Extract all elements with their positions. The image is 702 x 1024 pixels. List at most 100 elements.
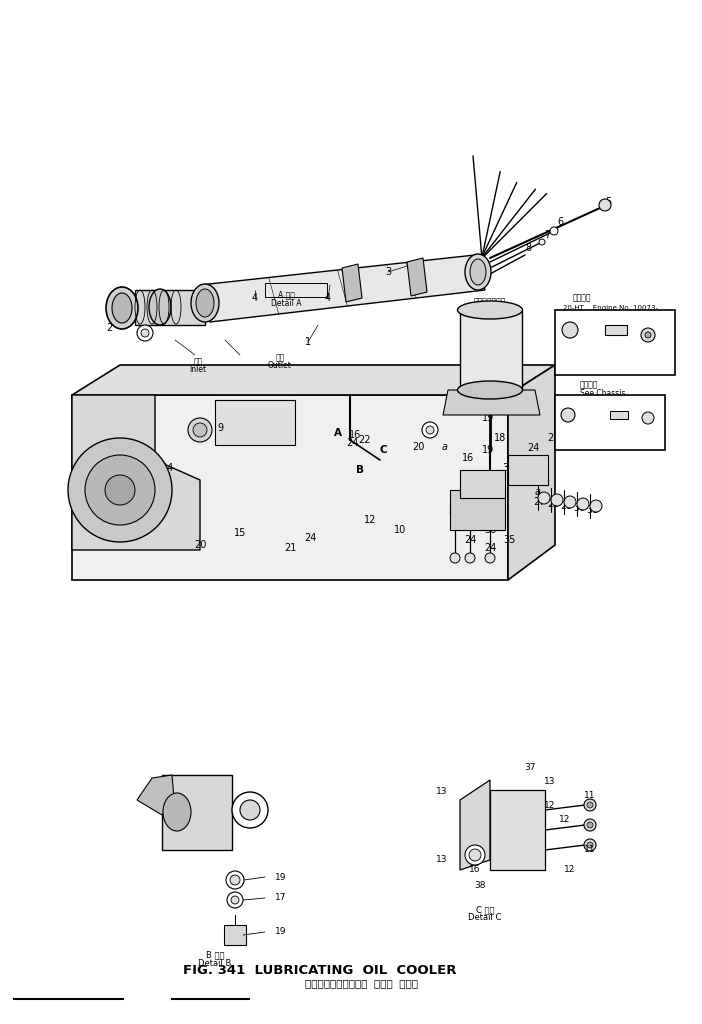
Text: 37: 37 bbox=[524, 764, 536, 772]
Text: Detail B: Detail B bbox=[198, 958, 232, 968]
Bar bbox=[610, 411, 628, 419]
Text: See Chassis: See Chassis bbox=[580, 389, 625, 398]
Circle shape bbox=[551, 494, 563, 506]
Text: 3: 3 bbox=[385, 267, 391, 278]
Text: 24: 24 bbox=[526, 443, 539, 453]
Text: 27: 27 bbox=[534, 497, 546, 507]
Text: 16: 16 bbox=[469, 865, 481, 874]
Polygon shape bbox=[443, 390, 540, 415]
Text: 7: 7 bbox=[544, 230, 550, 240]
Text: 5: 5 bbox=[605, 197, 611, 207]
Text: 車体参照: 車体参照 bbox=[580, 381, 599, 389]
Text: A: A bbox=[334, 428, 342, 438]
Ellipse shape bbox=[458, 381, 522, 399]
Text: 16: 16 bbox=[462, 453, 474, 463]
Text: 13: 13 bbox=[436, 787, 448, 797]
Bar bbox=[508, 455, 548, 485]
Circle shape bbox=[538, 492, 550, 504]
Circle shape bbox=[584, 819, 596, 831]
Text: C 詳細: C 詳細 bbox=[476, 905, 494, 914]
Text: 1: 1 bbox=[305, 337, 311, 347]
Text: FIG. 341  LUBRICATING  OIL  COOLER: FIG. 341 LUBRICATING OIL COOLER bbox=[183, 965, 456, 977]
Circle shape bbox=[564, 496, 576, 508]
Ellipse shape bbox=[191, 284, 219, 322]
Text: 11: 11 bbox=[584, 791, 596, 800]
Text: 32: 32 bbox=[649, 395, 661, 404]
Bar bbox=[215, 400, 295, 445]
Circle shape bbox=[550, 227, 558, 234]
Text: 24: 24 bbox=[464, 535, 476, 545]
Text: 4: 4 bbox=[252, 293, 258, 303]
Circle shape bbox=[642, 412, 654, 424]
Circle shape bbox=[587, 842, 593, 848]
Polygon shape bbox=[342, 264, 362, 302]
Polygon shape bbox=[72, 395, 200, 550]
Circle shape bbox=[240, 800, 260, 820]
Ellipse shape bbox=[106, 287, 138, 329]
Circle shape bbox=[599, 199, 611, 211]
Text: 24: 24 bbox=[304, 534, 316, 543]
Text: 34: 34 bbox=[502, 463, 514, 473]
Text: a: a bbox=[442, 442, 448, 452]
Text: 19: 19 bbox=[482, 413, 494, 423]
Text: 24: 24 bbox=[484, 543, 496, 553]
Text: 6: 6 bbox=[557, 217, 563, 227]
Text: 2: 2 bbox=[106, 323, 112, 333]
Circle shape bbox=[105, 475, 135, 505]
Circle shape bbox=[450, 553, 460, 563]
Text: 30: 30 bbox=[573, 503, 585, 513]
Polygon shape bbox=[137, 775, 174, 815]
Text: 4: 4 bbox=[325, 293, 331, 303]
Text: 20-HT    Engine No. 10073-: 20-HT Engine No. 10073- bbox=[563, 305, 658, 311]
Text: D52S-17  Engine No. 28323-: D52S-17 Engine No. 28323- bbox=[563, 315, 662, 321]
Text: Outlet: Outlet bbox=[268, 361, 292, 371]
Text: フォーターポンプから: フォーターポンプから bbox=[92, 507, 134, 513]
Circle shape bbox=[230, 874, 240, 885]
Bar bbox=[555, 395, 665, 450]
Text: 33B: 33B bbox=[596, 313, 614, 323]
Text: 22: 22 bbox=[359, 435, 371, 445]
Text: Detail C: Detail C bbox=[468, 913, 502, 923]
Text: From Water Pump: From Water Pump bbox=[82, 517, 144, 523]
Ellipse shape bbox=[112, 293, 132, 323]
Text: ルーブリケーティング  オイル  クーラ: ルーブリケーティング オイル クーラ bbox=[305, 978, 418, 988]
Text: 33: 33 bbox=[562, 312, 574, 322]
Circle shape bbox=[469, 849, 481, 861]
Text: 23: 23 bbox=[489, 513, 501, 523]
Circle shape bbox=[85, 455, 155, 525]
Text: 20: 20 bbox=[194, 540, 206, 550]
Text: 18: 18 bbox=[494, 433, 506, 443]
Text: 12: 12 bbox=[544, 801, 556, 810]
Circle shape bbox=[645, 332, 651, 338]
Polygon shape bbox=[200, 255, 485, 322]
Polygon shape bbox=[407, 258, 427, 296]
Text: Inlet: Inlet bbox=[190, 366, 206, 375]
Circle shape bbox=[465, 553, 475, 563]
Text: 33: 33 bbox=[562, 397, 574, 407]
Bar bbox=[450, 490, 505, 530]
Polygon shape bbox=[135, 290, 205, 325]
Circle shape bbox=[68, 438, 172, 542]
Text: 13: 13 bbox=[544, 777, 556, 786]
Circle shape bbox=[227, 892, 243, 908]
Text: 33A: 33A bbox=[646, 315, 664, 325]
Text: 入口: 入口 bbox=[193, 357, 203, 367]
Circle shape bbox=[584, 839, 596, 851]
Circle shape bbox=[422, 422, 438, 438]
Ellipse shape bbox=[465, 254, 491, 290]
Circle shape bbox=[426, 426, 434, 434]
Text: 31: 31 bbox=[586, 505, 598, 515]
Ellipse shape bbox=[470, 259, 486, 285]
Bar bbox=[490, 790, 545, 870]
Text: 15: 15 bbox=[234, 528, 246, 538]
Bar bbox=[460, 310, 522, 390]
Text: 35: 35 bbox=[504, 535, 516, 545]
Text: 10: 10 bbox=[394, 525, 406, 535]
Text: Detail A: Detail A bbox=[271, 299, 301, 307]
Polygon shape bbox=[162, 775, 232, 850]
Circle shape bbox=[188, 418, 212, 442]
Text: 19: 19 bbox=[275, 928, 286, 937]
Text: Oil  Filter: Oil Filter bbox=[472, 305, 508, 314]
Circle shape bbox=[590, 500, 602, 512]
Circle shape bbox=[226, 871, 244, 889]
